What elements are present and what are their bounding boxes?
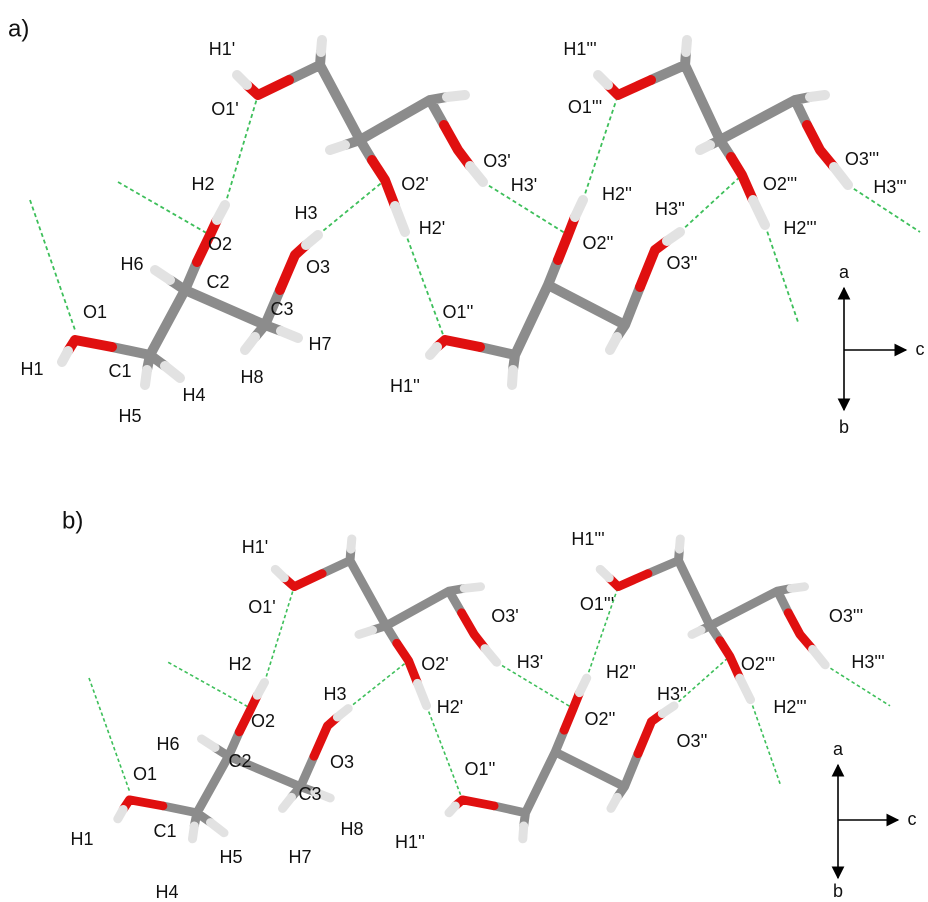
panel-label: a) (8, 15, 29, 42)
atom-label: H4 (155, 882, 178, 902)
atom-label: H3' (517, 652, 543, 672)
atom-label: C2 (206, 272, 229, 292)
atom-label: O1''' (580, 594, 614, 614)
atom-label: H6 (156, 734, 179, 754)
atom-label: O3''' (829, 606, 863, 626)
atom-label: O3' (483, 151, 510, 171)
atom-label: O2''' (763, 174, 797, 194)
atom-label: O3'' (667, 253, 698, 273)
atom-label: O2 (251, 711, 275, 731)
atom-label: H8 (240, 367, 263, 387)
atom-label: H5 (219, 847, 242, 867)
atom-label: H3'' (657, 684, 687, 704)
atom-label: H1'' (390, 376, 420, 396)
atom-label: O2''' (741, 654, 775, 674)
atom-label: C1 (108, 361, 131, 381)
axis-label: a (839, 262, 850, 282)
atom-label: C3 (270, 299, 293, 319)
panel-label: b) (62, 507, 83, 534)
atom-label: H1 (70, 829, 93, 849)
axis-label: b (839, 417, 849, 437)
atom-label: C2 (228, 751, 251, 771)
atom-label: O1' (211, 99, 238, 119)
figure: a) a c b H1'O1'H2O2H3O2'H2'O3'H3'H1'''O1… (0, 0, 928, 902)
atom-label: C1 (153, 821, 176, 841)
atom-label: H6 (120, 254, 143, 274)
atom-label: H3''' (873, 177, 906, 197)
atom-label: H1'' (395, 832, 425, 852)
atom-label: H1''' (563, 39, 596, 59)
axis-label: b (833, 881, 843, 901)
atom-label: H3'' (655, 199, 685, 219)
axis-label: c (916, 339, 925, 359)
atom-label: O2' (421, 654, 448, 674)
panel-b: b) a c b H1' O1' H2 O2 H3 O2' H2' O3' H3' H1''' O1… (62, 507, 917, 901)
atom-label: H2' (419, 218, 445, 238)
atom-label: O3 (330, 752, 354, 772)
atom-label: O3' (491, 606, 518, 626)
atom-label: O2'' (583, 233, 614, 253)
atom-label: H2''' (783, 218, 816, 238)
atom-label: H7 (308, 334, 331, 354)
molecule-drawing (30, 40, 920, 385)
atom-label: O1''' (568, 97, 602, 117)
atom-label: H3 (323, 684, 346, 704)
atom-label: H2 (191, 174, 214, 194)
atom-label: O1' (248, 597, 275, 617)
atom-label: O3 (306, 257, 330, 277)
atom-label: H1 (20, 359, 43, 379)
atom-label: H2' (437, 697, 463, 717)
atom-label: H8 (340, 819, 363, 839)
atom-label: O1 (83, 302, 107, 322)
atom-label: O2 (208, 234, 232, 254)
atom-label: H2 (228, 654, 251, 674)
atom-label: O1'' (443, 302, 474, 322)
atom-label: O3''' (845, 149, 879, 169)
atom-label: H2'' (602, 184, 632, 204)
atom-label: O2'' (585, 709, 616, 729)
axis-label: a (833, 739, 844, 759)
atom-label: O2' (401, 174, 428, 194)
molecule-drawing (89, 539, 890, 839)
atom-label: H1' (209, 39, 235, 59)
axis-label: c (908, 809, 917, 829)
atom-label: O1 (133, 764, 157, 784)
atom-label: O3'' (677, 731, 708, 751)
panel-a: a) a c b H1' O1' H2 O2 H3 O2' H2' O3'H3' H1''' O1… (8, 15, 925, 436)
atom-label: C3 (298, 784, 321, 804)
atom-label: H3 (294, 203, 317, 223)
atom-label: H2'' (606, 662, 636, 682)
atom-label: H7 (288, 847, 311, 867)
atom-label: H1''' (571, 529, 604, 549)
atom-label: H2''' (773, 697, 806, 717)
atom-label: H3''' (851, 652, 884, 672)
atom-label: O1'' (465, 759, 496, 779)
atom-label: H3' (511, 175, 537, 195)
atom-label: H1' (242, 537, 268, 557)
atom-label: H5 (118, 406, 141, 426)
atom-label: H4 (182, 385, 205, 405)
